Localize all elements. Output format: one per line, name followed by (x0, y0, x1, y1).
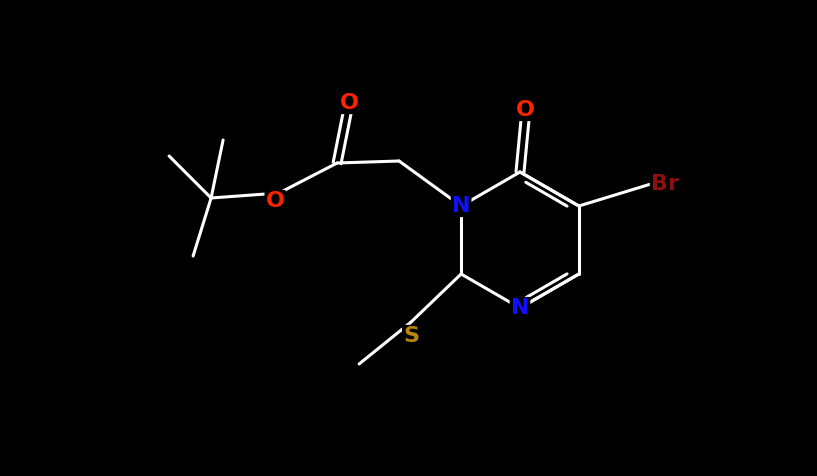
Text: N: N (452, 196, 471, 216)
Text: Br: Br (651, 174, 679, 194)
Text: O: O (266, 191, 284, 211)
Text: S: S (403, 326, 419, 346)
Text: N: N (511, 298, 529, 318)
Text: O: O (340, 93, 359, 113)
Text: O: O (516, 100, 534, 120)
